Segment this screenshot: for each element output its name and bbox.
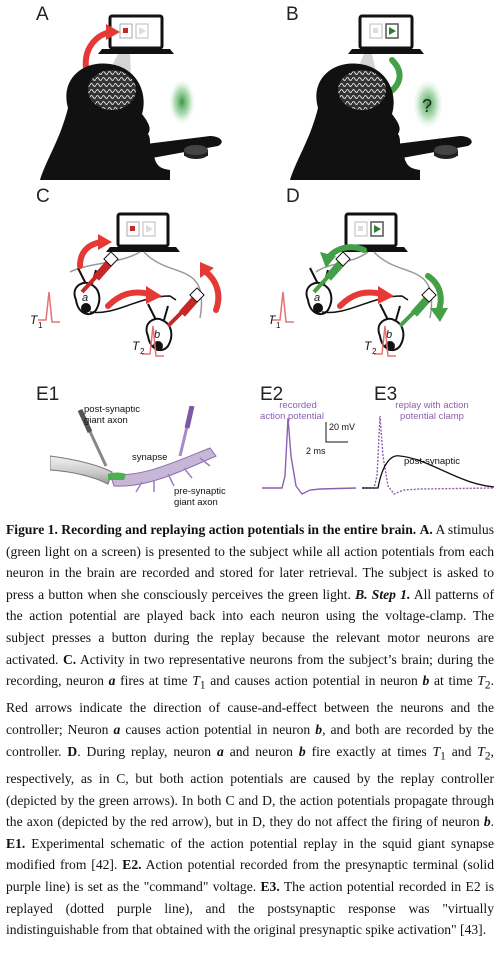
response-button-icon (434, 145, 458, 159)
svg-text:1: 1 (38, 321, 43, 330)
question-mark: ? (422, 96, 432, 116)
svg-text:20 mV: 20 mV (329, 422, 355, 432)
panel-e2-label: E2 (260, 384, 284, 405)
laptop-icon (348, 14, 424, 54)
svg-text:T: T (270, 313, 277, 327)
post-synaptic-response-trace (362, 455, 495, 489)
panel-b-label: B (286, 4, 299, 25)
svg-text:pre-synaptic: pre-synaptic (174, 486, 226, 497)
spike-trace-a (272, 291, 294, 323)
recorded-action-potential-trace (262, 417, 357, 495)
neuron-b: b (377, 303, 405, 352)
svg-text:2 ms: 2 ms (306, 446, 326, 456)
svg-text:giant axon: giant axon (84, 415, 128, 426)
green-light (168, 78, 196, 126)
panel-e3-trace: replay with action potential clamp post-… (362, 400, 495, 495)
panel-c-label: C (36, 186, 50, 207)
response-button-icon (184, 145, 208, 159)
svg-text:T: T (30, 313, 39, 327)
subject-silhouette (290, 63, 472, 180)
svg-text:synapse: synapse (132, 452, 167, 463)
pre-synaptic-axon (109, 447, 217, 487)
svg-text:action potential: action potential (260, 411, 324, 422)
svg-text:recorded: recorded (279, 400, 317, 411)
laptop-icon (98, 14, 174, 54)
svg-text:a: a (82, 292, 88, 304)
panel-e1-illustration: post-synaptic giant axon synapse pre-syn… (50, 406, 226, 508)
svg-text:T: T (132, 339, 141, 353)
panel-e2-trace: recorded action potential 20 mV 2 ms (260, 400, 357, 495)
spike-trace-a (38, 291, 60, 323)
svg-text:T: T (364, 339, 373, 353)
panel-a-illustration (40, 14, 222, 180)
caption-title: Figure 1. Recording and replaying action… (6, 522, 417, 537)
svg-text:post-synaptic: post-synaptic (404, 456, 460, 467)
svg-text:replay with action: replay with action (395, 400, 468, 411)
panel-d-illustration: a b T 1 T 2 (270, 212, 448, 357)
panel-c-illustration: a b T 1 T 2 (30, 212, 222, 357)
panel-e3-label: E3 (374, 384, 398, 405)
scale-bar (325, 422, 348, 443)
svg-text:post-synaptic: post-synaptic (84, 406, 140, 415)
panel-e1-label: E1 (36, 384, 60, 405)
panel-d-label: D (286, 186, 300, 207)
panel-b-illustration: ? (290, 14, 472, 180)
replayed-action-potential-trace (362, 415, 495, 495)
svg-text:2: 2 (140, 347, 145, 356)
green-light (412, 78, 444, 130)
subject-silhouette (40, 63, 222, 180)
svg-text:b: b (386, 329, 392, 341)
laptop-icon (106, 212, 180, 252)
svg-text:potential clamp: potential clamp (400, 411, 464, 422)
svg-text:2: 2 (372, 347, 377, 356)
figure-caption: Figure 1. Recording and replaying action… (6, 522, 495, 938)
svg-text:b: b (154, 329, 160, 341)
neuron-b: b (145, 303, 173, 352)
spike-trace-b (374, 325, 396, 357)
spike-trace-b (142, 325, 164, 357)
svg-text:giant axon: giant axon (174, 497, 218, 508)
panel-a-label: A (36, 4, 49, 25)
laptop-icon (334, 212, 408, 252)
svg-text:1: 1 (276, 321, 281, 330)
svg-text:a: a (314, 292, 320, 304)
